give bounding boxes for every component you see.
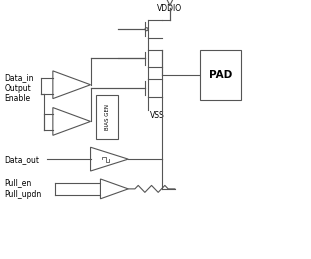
Bar bbox=[96, 95, 118, 139]
Text: VDDIO: VDDIO bbox=[157, 4, 183, 13]
Text: Data_out: Data_out bbox=[4, 155, 39, 164]
Text: BIAS GEN: BIAS GEN bbox=[105, 104, 110, 130]
Text: VSS: VSS bbox=[150, 111, 165, 120]
Text: Pull_updn: Pull_updn bbox=[4, 190, 41, 199]
Text: Pull_en: Pull_en bbox=[4, 178, 31, 188]
Bar bbox=[200, 50, 241, 100]
Text: Output
Enable: Output Enable bbox=[4, 84, 31, 103]
Text: PAD: PAD bbox=[209, 70, 232, 80]
Text: Data_in: Data_in bbox=[4, 73, 34, 82]
